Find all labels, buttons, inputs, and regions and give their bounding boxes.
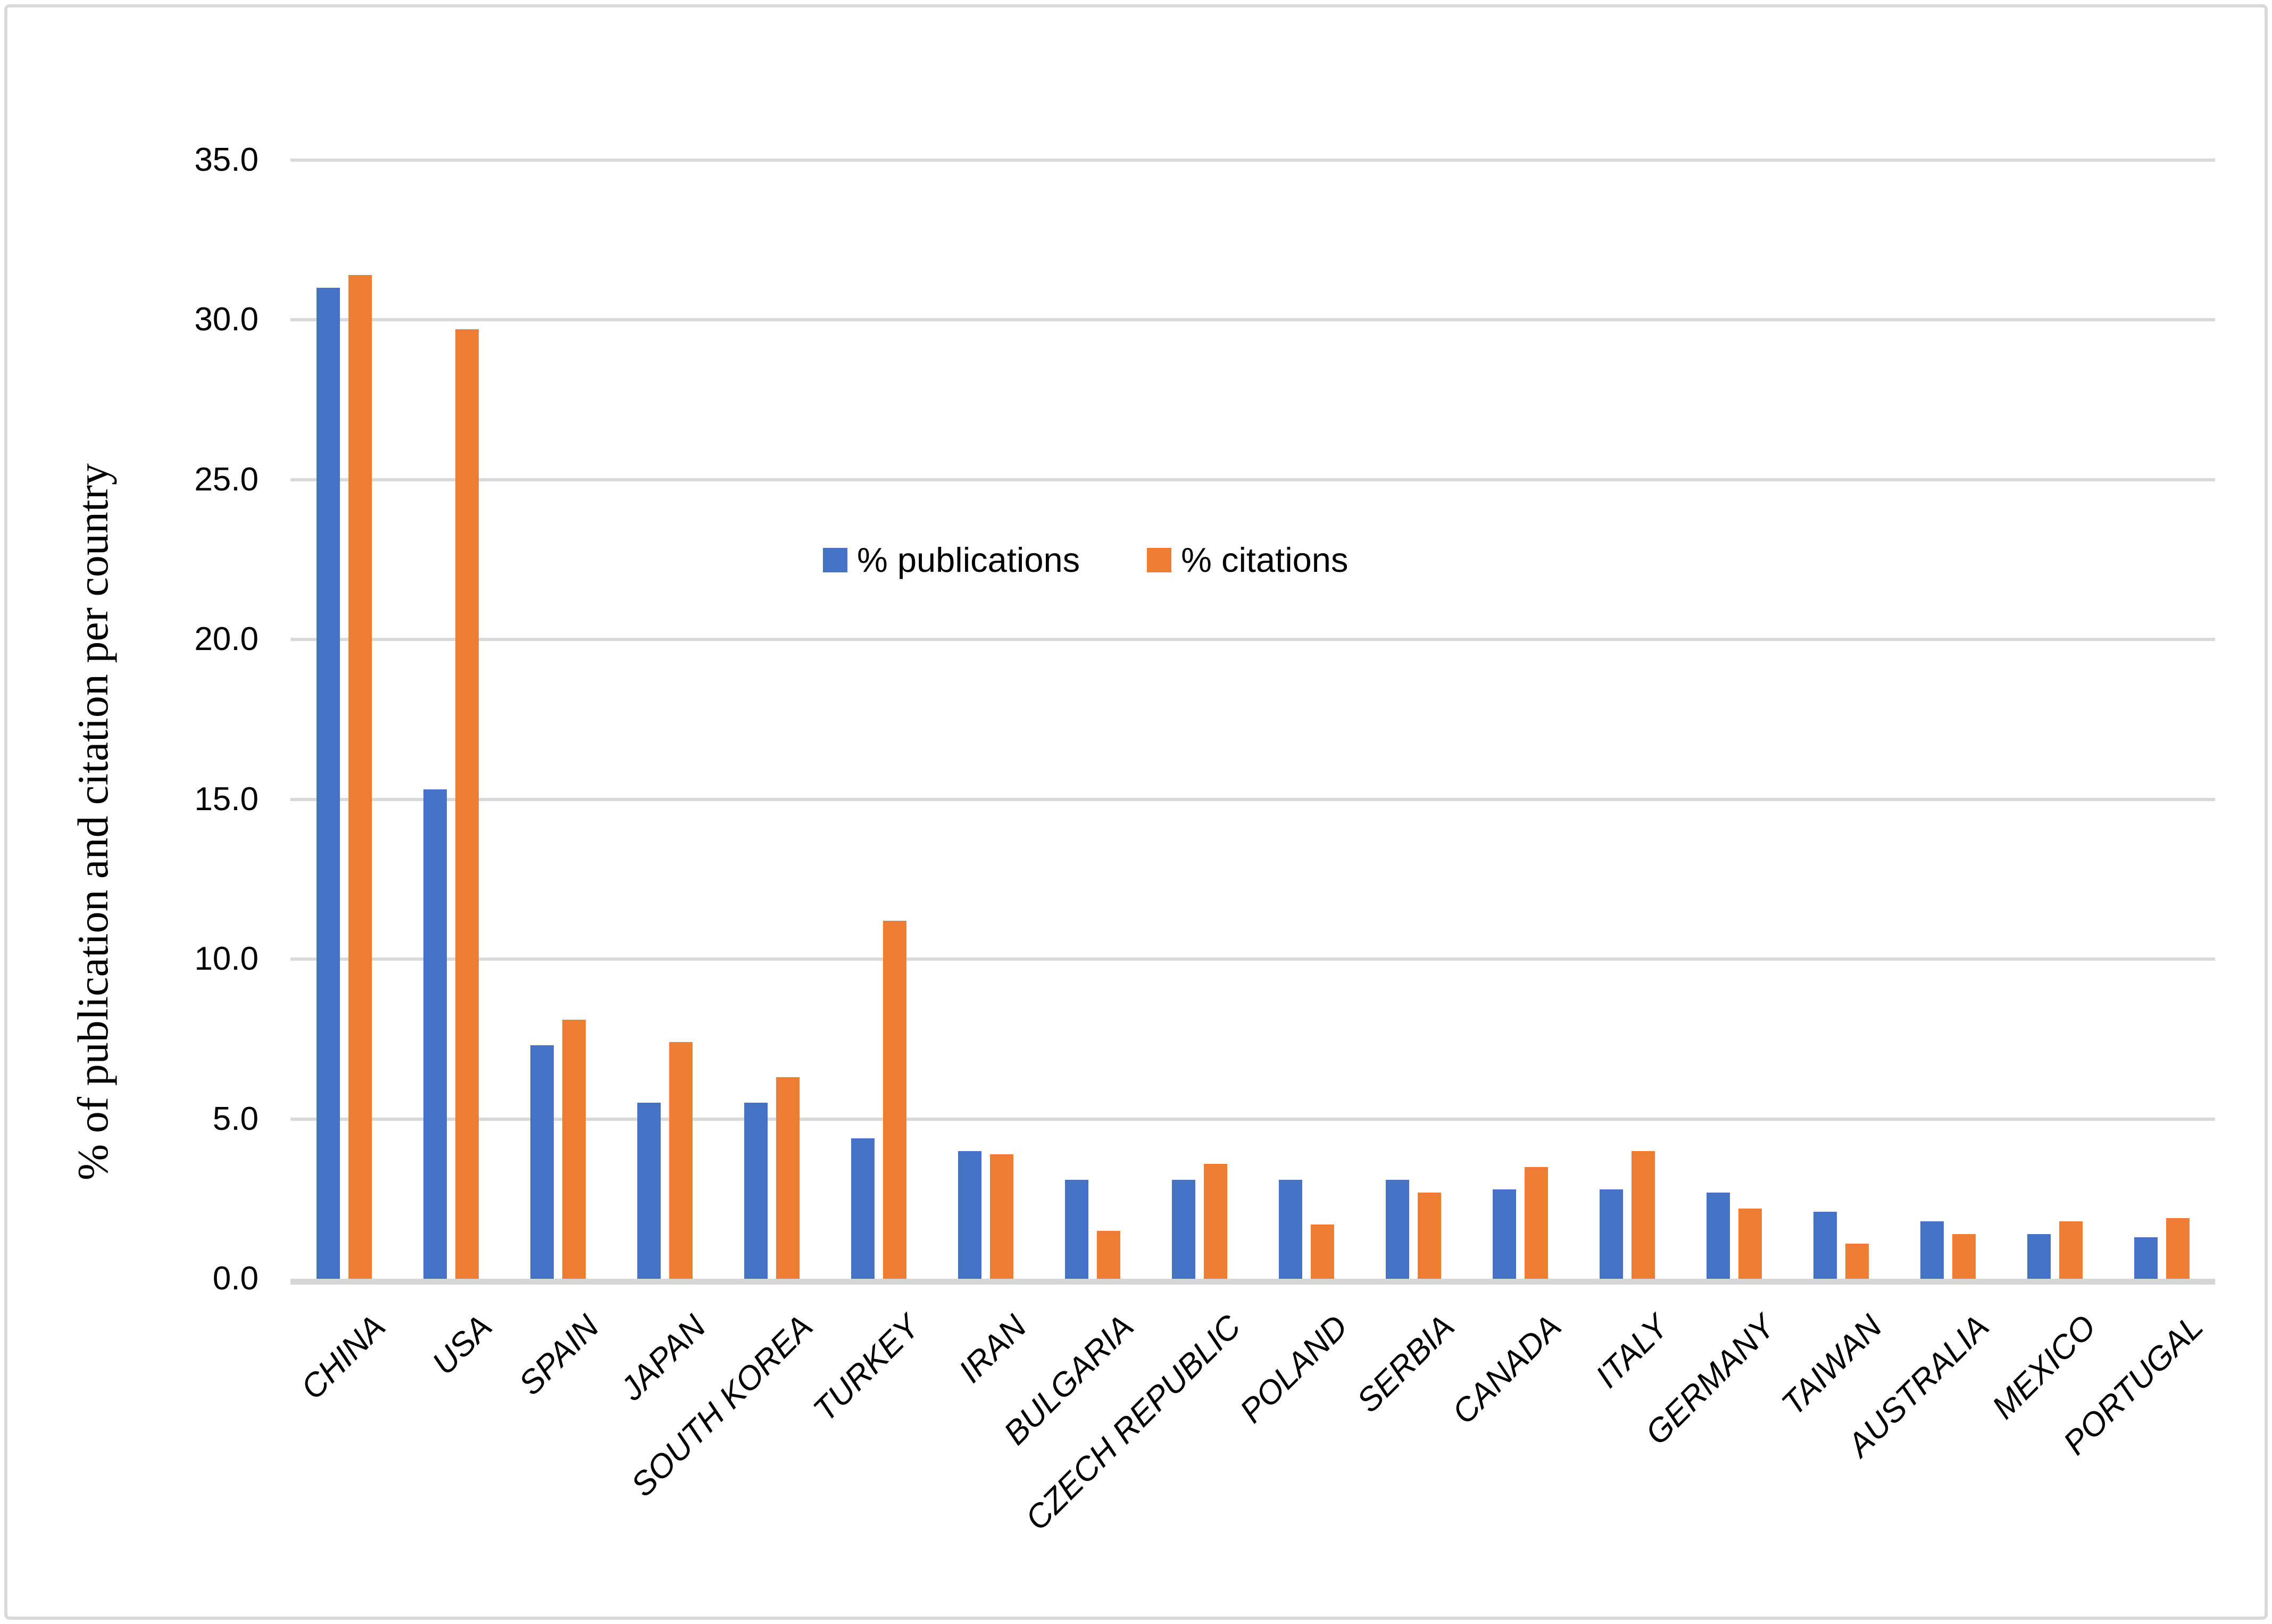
x-axis-line: [290, 1279, 2215, 1285]
bar-publications-czech-republic: [1171, 1179, 1195, 1279]
gridline-20: [290, 638, 2215, 641]
bar-publications-spain: [530, 1045, 554, 1279]
y-tick-label-0.0: 0.0: [212, 1260, 259, 1297]
bar-publications-portugal: [2134, 1237, 2158, 1279]
legend-swatch-citations: [1147, 547, 1172, 572]
bar-publications-bulgaria: [1064, 1179, 1088, 1279]
x-axis-label-china: CHINA: [294, 1308, 393, 1407]
x-axis-label-poland: POLAND: [1233, 1308, 1355, 1430]
gridline-10: [290, 957, 2215, 961]
x-axis-label-serbia: SERBIA: [1350, 1308, 1462, 1420]
bar-citations-poland: [1310, 1224, 1334, 1279]
gridline-30: [290, 318, 2215, 321]
legend-label-citations: % citations: [1181, 540, 1349, 579]
gridline-5: [290, 1117, 2215, 1121]
bar-publications-turkey: [851, 1138, 875, 1279]
y-tick-label-20.0: 20.0: [194, 621, 259, 657]
bar-publications-usa: [423, 789, 447, 1279]
legend-label-publications: % publications: [857, 540, 1080, 579]
bar-citations-usa: [455, 329, 479, 1279]
x-axis-label-canada: CANADA: [1445, 1308, 1569, 1431]
y-tick-label-30.0: 30.0: [194, 301, 259, 338]
x-axis-label-czech-republic: CZECH REPUBLIC: [1018, 1308, 1248, 1538]
bar-publications-south-korea: [744, 1103, 768, 1279]
bar-publications-japan: [637, 1103, 661, 1279]
bar-publications-poland: [1278, 1179, 1302, 1279]
y-tick-label-10.0: 10.0: [194, 940, 259, 977]
bar-citations-taiwan: [1845, 1243, 1869, 1279]
y-axis-title: % of publication and citation per countr…: [69, 463, 117, 1181]
bar-publications-germany: [1706, 1192, 1730, 1279]
bar-citations-spain: [562, 1020, 586, 1279]
bar-citations-australia: [1952, 1234, 1976, 1279]
bar-publications-china: [316, 287, 340, 1279]
bar-publications-australia: [1920, 1221, 1944, 1279]
bar-publications-iran: [958, 1151, 981, 1279]
bar-citations-serbia: [1417, 1192, 1441, 1279]
bar-citations-south-korea: [776, 1077, 800, 1279]
bar-citations-czech-republic: [1203, 1163, 1227, 1279]
bar-citations-portugal: [2166, 1218, 2190, 1279]
bar-publications-canada: [1492, 1189, 1516, 1279]
gridline-35: [290, 158, 2215, 162]
x-axis-label-italy: ITALY: [1588, 1308, 1676, 1395]
x-axis-label-usa: USA: [425, 1308, 500, 1383]
x-axis-label-south-korea: SOUTH KOREA: [624, 1308, 820, 1504]
bar-citations-germany: [1738, 1208, 1762, 1279]
bar-publications-mexico: [2027, 1234, 2051, 1279]
bar-publications-taiwan: [1813, 1211, 1837, 1279]
bar-publications-italy: [1599, 1189, 1623, 1279]
x-axis-label-spain: SPAIN: [512, 1308, 606, 1403]
bar-citations-mexico: [2059, 1221, 2083, 1279]
y-tick-label-35.0: 35.0: [194, 141, 259, 178]
bar-publications-serbia: [1385, 1179, 1409, 1279]
x-axis-label-japan: JAPAN: [613, 1308, 713, 1408]
bar-citations-canada: [1524, 1167, 1548, 1279]
legend: % publications % citations: [823, 543, 1348, 577]
bar-citations-italy: [1631, 1151, 1655, 1279]
gridline-15: [290, 797, 2215, 801]
legend-swatch-publications: [823, 547, 847, 572]
bar-citations-japan: [669, 1042, 693, 1279]
x-axis-label-iran: IRAN: [952, 1308, 1034, 1390]
y-tick-label-25.0: 25.0: [194, 461, 259, 498]
x-axis-label-taiwan: TAIWAN: [1775, 1308, 1890, 1423]
bar-citations-china: [348, 274, 372, 1279]
bar-citations-bulgaria: [1096, 1230, 1120, 1279]
bar-citations-turkey: [883, 920, 906, 1279]
bar-citations-iran: [989, 1154, 1013, 1279]
y-tick-label-15.0: 15.0: [194, 780, 259, 818]
y-tick-label-5.0: 5.0: [212, 1100, 259, 1137]
x-axis-label-turkey: TURKEY: [806, 1308, 927, 1429]
gridline-25: [290, 478, 2215, 481]
